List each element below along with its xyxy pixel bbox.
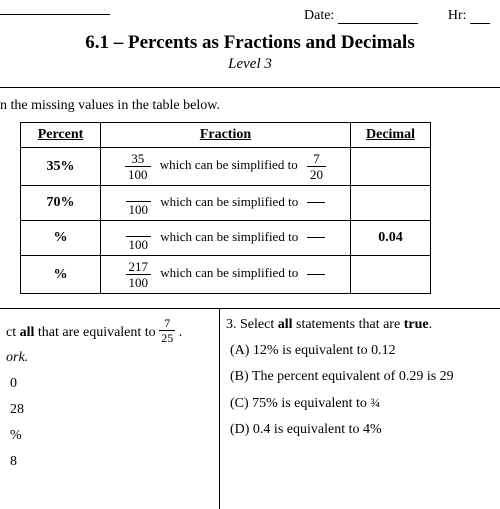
q2-option: % bbox=[10, 428, 209, 444]
percent-cell: 35% bbox=[21, 148, 101, 186]
date-blank[interactable] bbox=[338, 10, 418, 24]
page-level: Level 3 bbox=[0, 56, 500, 73]
decimal-cell bbox=[351, 186, 431, 221]
col-fraction: Fraction bbox=[101, 123, 351, 148]
percent-cell: % bbox=[21, 221, 101, 256]
fraction-cell: 35100 which can be simplified to 720 bbox=[101, 148, 351, 186]
q2-option: 0 bbox=[10, 376, 209, 392]
q2-stem: ct all that are equivalent to 725 . bbox=[6, 317, 209, 344]
col-decimal: Decimal bbox=[351, 123, 431, 148]
table-row: 35% 35100 which can be simplified to 720 bbox=[21, 148, 431, 186]
table-row: % 217100 which can be simplified to bbox=[21, 256, 431, 294]
q2-fraction: 725 bbox=[159, 317, 175, 344]
q2-option: 8 bbox=[10, 454, 209, 470]
hr-label: Hr: bbox=[448, 8, 467, 23]
fraction-cell: 100 which can be simplified to bbox=[101, 221, 351, 256]
name-blank[interactable] bbox=[0, 14, 110, 15]
divider bbox=[0, 87, 500, 88]
hr-blank[interactable] bbox=[470, 10, 490, 24]
percent-cell: % bbox=[21, 256, 101, 294]
q3-option: (C) 75% is equivalent to ¾ bbox=[230, 395, 490, 412]
decimal-cell: 0.04 bbox=[351, 221, 431, 256]
decimal-cell bbox=[351, 256, 431, 294]
fraction-cell: 100 which can be simplified to bbox=[101, 186, 351, 221]
q3-stem: 3. Select all statements that are true. bbox=[226, 317, 490, 333]
decimal-cell bbox=[351, 148, 431, 186]
col-percent: Percent bbox=[21, 123, 101, 148]
percent-cell: 70% bbox=[21, 186, 101, 221]
fraction-cell: 217100 which can be simplified to bbox=[101, 256, 351, 294]
header-line: Date: Hr: bbox=[0, 0, 500, 24]
q3-option: (D) 0.4 is equivalent to 4% bbox=[230, 422, 490, 438]
q3-option: (A) 12% is equivalent to 0.12 bbox=[230, 343, 490, 359]
instruction: n the missing values in the table below. bbox=[0, 98, 500, 114]
q2-work: ork. bbox=[6, 350, 209, 366]
q3-option: (B) The percent equivalent of 0.29 is 29 bbox=[230, 369, 490, 385]
table-row: 70% 100 which can be simplified to bbox=[21, 186, 431, 221]
values-table: Percent Fraction Decimal 35% 35100 which… bbox=[20, 122, 431, 294]
page-title: 6.1 – Percents as Fractions and Decimals bbox=[0, 32, 500, 54]
date-field: Date: bbox=[304, 8, 418, 24]
table-row: % 100 which can be simplified to 0.04 bbox=[21, 221, 431, 256]
question-3: 3. Select all statements that are true. … bbox=[220, 309, 500, 509]
date-label: Date: bbox=[304, 8, 334, 23]
bottom-questions: ct all that are equivalent to 725 . ork.… bbox=[0, 308, 500, 509]
question-2: ct all that are equivalent to 725 . ork.… bbox=[0, 309, 220, 509]
hr-field: Hr: bbox=[448, 8, 490, 24]
q2-option: 28 bbox=[10, 402, 209, 418]
